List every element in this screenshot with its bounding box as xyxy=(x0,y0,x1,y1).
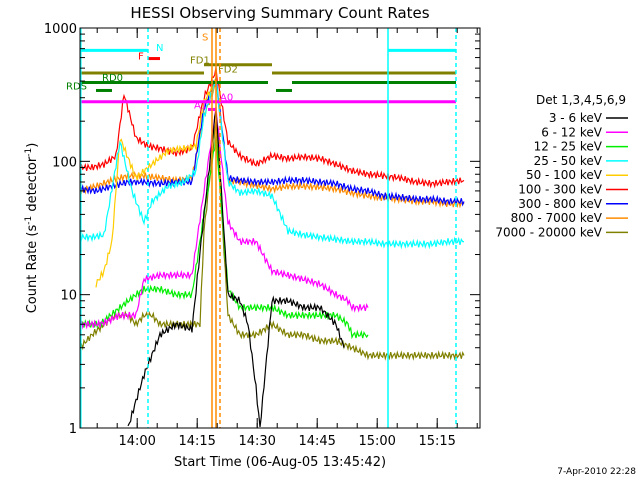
chart-title: HESSI Observing Summary Count Rates xyxy=(130,4,429,22)
legend-entry-label: 12 - 25 keV xyxy=(534,140,603,154)
vline-layer xyxy=(80,28,457,428)
flag-layer: N F S FD1 FD2 RD0 RDS A0 A1 xyxy=(66,33,456,112)
y-tick-label: 10 xyxy=(60,289,77,304)
x-axis-label: Start Time (06-Aug-05 13:45:42) xyxy=(174,455,386,470)
legend-entry-label: 50 - 100 keV xyxy=(526,168,603,182)
y-axis-label-sup2: -1 xyxy=(24,148,34,157)
footer-date: 7-Apr-2010 22:28 xyxy=(557,467,636,477)
x-axis: 14:00 14:15 14:30 14:45 15:00 15:15 xyxy=(96,28,478,449)
series-line xyxy=(79,77,465,207)
y-axis-label-mid: detector xyxy=(25,156,40,216)
series-line xyxy=(79,82,464,250)
legend-entry-label: 6 - 12 keV xyxy=(541,125,603,139)
legend-entry-label: 7000 - 20000 keV xyxy=(495,225,602,239)
y-tick-label: 1000 xyxy=(44,22,77,37)
series-line xyxy=(79,121,465,361)
legend-entry-label: 300 - 800 keV xyxy=(518,197,602,211)
x-tick-label: 15:15 xyxy=(418,434,455,449)
flag-label: FD1 xyxy=(190,56,210,67)
series-line xyxy=(95,79,217,288)
flag-label: N xyxy=(156,43,163,54)
x-tick-label: 14:30 xyxy=(238,434,275,449)
series-line xyxy=(79,83,465,209)
legend-entry-label: 800 - 7000 keV xyxy=(511,211,603,225)
legend-title: Det 1,3,4,5,6,9 xyxy=(536,93,626,107)
series-line xyxy=(79,106,369,330)
y-axis-label: Count Rate (s-1 detector-1) xyxy=(24,143,40,314)
flag-label: A1 xyxy=(194,101,207,112)
legend-entry-label: 3 - 6 keV xyxy=(549,111,603,125)
flag-label: FD2 xyxy=(218,64,238,75)
x-tick-label: 14:45 xyxy=(298,434,335,449)
legend-entry-label: 100 - 300 keV xyxy=(518,183,602,197)
flag-label: RDS xyxy=(66,82,87,93)
x-tick-label: 14:15 xyxy=(178,434,215,449)
flag-label: RD0 xyxy=(102,73,123,84)
series-layer xyxy=(79,67,465,427)
y-tick-label: 1 xyxy=(69,422,77,437)
plot-frame xyxy=(79,27,481,429)
y-axis-label-sup1: -1 xyxy=(24,216,34,225)
series-line xyxy=(79,67,465,189)
flag-label: F xyxy=(138,52,144,63)
series-line xyxy=(127,111,345,427)
y-axis: 1 10 100 1000 xyxy=(44,22,480,437)
y-axis-label-main: Count Rate (s xyxy=(25,225,40,314)
y-tick-label: 100 xyxy=(52,155,77,170)
flag-label: A0 xyxy=(220,93,233,104)
x-tick-label: 15:00 xyxy=(358,434,395,449)
y-axis-label-end: ) xyxy=(25,143,40,148)
x-tick-label: 14:00 xyxy=(118,434,155,449)
flag-label: S xyxy=(202,33,208,44)
legend-entry-label: 25 - 50 keV xyxy=(534,154,603,168)
